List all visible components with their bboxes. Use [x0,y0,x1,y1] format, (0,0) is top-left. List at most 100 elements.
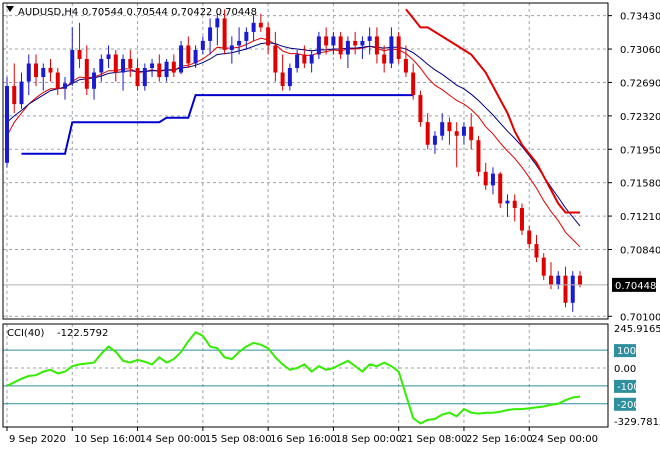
candle-body [128,58,133,69]
cci-tick-label: -329.7812 [614,417,660,428]
candle-body [92,72,97,89]
cci-tick-label: 0.00 [614,364,636,375]
candle-body [150,63,155,69]
candle-body [527,230,532,245]
candle-body [469,126,474,141]
ohlc-label: 0.70544 0.70544 0.70422 0.70448 [82,7,257,18]
candle-body [454,131,459,136]
candle-body [19,81,24,105]
price-tick-label: 0.72320 [620,112,660,123]
candle-body [374,36,379,55]
candle-body [48,68,53,73]
candle-body [353,40,358,46]
candle-body [280,72,285,87]
time-tick-label: 22 Sep 16:00 [466,434,533,445]
candle-body [541,257,546,276]
price-tick-label: 0.73430 [620,12,660,23]
candle-body [63,83,68,89]
indicator-panel-frame [2,323,609,428]
candle-body [498,173,503,204]
candle-body [425,122,430,145]
candle-body [215,18,220,28]
candle-body [34,63,39,78]
cci-level-tag [614,344,636,358]
candle-body [556,275,561,285]
candle-body [563,275,568,303]
ma-line-slow [6,42,581,227]
candle-body [171,61,176,73]
current-price-tag [612,277,656,292]
candle-body [578,275,582,285]
cci-level-label: -100 [617,382,640,393]
candle-body [287,68,292,87]
moving-average-lines [6,8,581,248]
candle-body [505,200,510,204]
candle-body [84,58,89,89]
time-tick-label: 24 Sep 00:00 [531,434,598,445]
symbol-label: AUDUSD,H4 [18,7,78,18]
candle-body [157,63,162,78]
candle-body [411,72,416,96]
time-tick-label: 18 Sep 00:00 [335,434,402,445]
candle-body [461,126,466,136]
candle-body [534,244,539,258]
cci-tick-label: 245.9165 [614,324,660,335]
candle-body [179,45,184,73]
candle-body [273,45,278,73]
time-tick-label: 9 Sep 2020 [9,434,66,445]
candle-body [251,22,256,32]
candle-body [490,173,495,186]
candle-body [512,200,517,208]
candle-body [186,45,191,64]
candle-body [70,49,75,84]
candle-body [5,86,9,163]
indicator-value: -122.5792 [57,328,108,339]
price-panel-frame [2,2,609,320]
candle-body [519,207,524,231]
candle-body [244,31,249,41]
candle-body [295,54,300,69]
candle-body [403,58,408,73]
candle-body [12,86,17,105]
candle-body [193,49,198,64]
candle-body [121,58,126,73]
candle-body [26,63,31,82]
candle-body [258,22,263,28]
price-tick-label: 0.70840 [620,245,660,256]
candle-body [142,68,147,87]
candle-body [302,54,307,64]
candle-body [548,275,553,285]
candle-body [338,36,343,55]
ma-line-lower [21,94,414,155]
candle-body [164,61,169,78]
indicator-name: CCI(40) [7,328,45,339]
candle-body [483,171,488,186]
cci-indicator [6,330,581,425]
cci-level-label: 100 [617,346,636,357]
chart-headers: AUDUSD,H4 0.70544 0.70544 0.70422 0.7044… [6,6,257,339]
price-tick-label: 0.71950 [620,145,660,156]
candle-body [316,36,321,55]
candle-body [106,54,111,59]
candle-body [389,36,394,64]
price-tick-label: 0.71580 [620,179,660,190]
cci-line [6,330,581,425]
indicator-axis: 245.9165 100 0.00 -100 -200 -329.7812 [614,324,660,428]
symbol-dropdown-icon[interactable] [6,6,14,12]
candle-body [367,36,372,41]
candle-body [77,49,82,59]
price-tick-label: 0.73060 [620,45,660,56]
ma-line-fast [6,37,581,248]
price-tick-label: 0.70100 [620,312,660,323]
candle-body [237,40,242,46]
candle-body [432,135,437,145]
time-tick-label: 14 Sep 00:00 [140,434,207,445]
candle-body [113,54,118,73]
time-tick-label: 15 Sep 08:00 [205,434,272,445]
candle-body [418,95,423,123]
candle-body [476,140,481,172]
candle-body [266,27,271,46]
candle-body [331,36,336,46]
candle-body [229,45,234,50]
